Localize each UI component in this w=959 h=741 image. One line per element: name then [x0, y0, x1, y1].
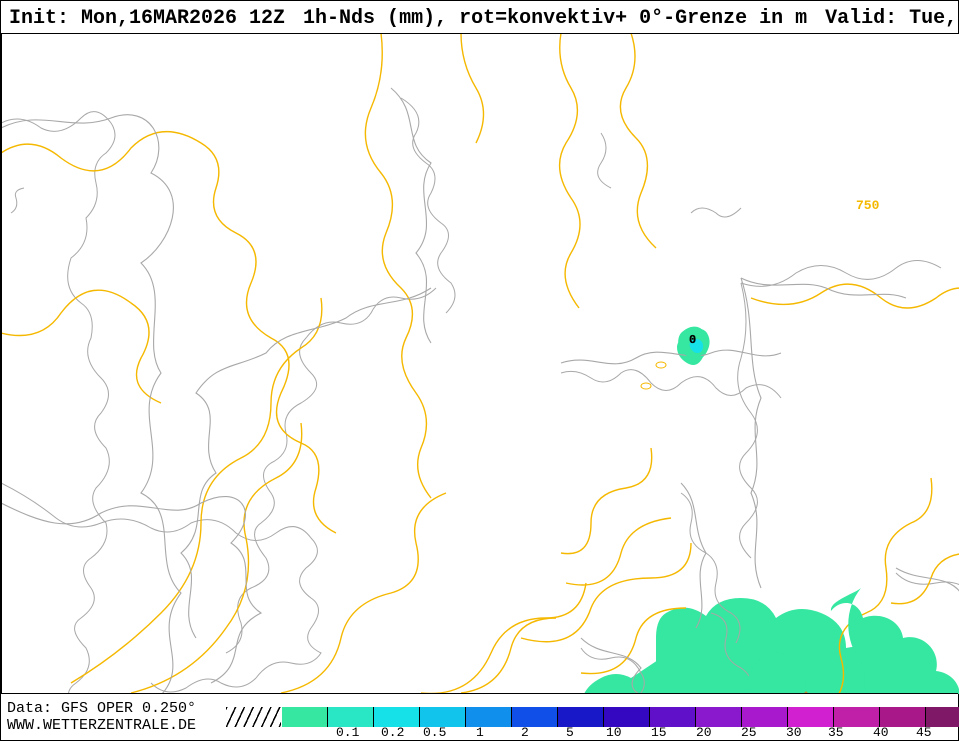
- legend-label-0.5: 0.5: [423, 725, 446, 740]
- legend-label-5: 5: [566, 725, 574, 740]
- legend-label-10: 10: [606, 725, 622, 740]
- legend-label-35: 35: [828, 725, 844, 740]
- map-header: Init: Mon,16MAR2026 12Z 1h-Nds (mm), rot…: [1, 5, 958, 31]
- legend-label-0.2: 0.2: [381, 725, 404, 740]
- legend-label-20: 20: [696, 725, 712, 740]
- legend-label-1: 1: [476, 725, 484, 740]
- weather-map-window: Init: Mon,16MAR2026 12Z 1h-Nds (mm), rot…: [0, 0, 959, 741]
- init-label: Init: Mon,16MAR2026 12Z: [9, 7, 285, 30]
- valid-label: Valid: Tue,17MAR2026 12Z: [825, 7, 959, 30]
- legend-label-40: 40: [873, 725, 889, 740]
- legend-label-25: 25: [741, 725, 757, 740]
- legend-number-labels: 0.1 0.2 0.5 1 2 5 10 15 20 25 30 35 40 4…: [1, 700, 959, 740]
- legend-label-30: 30: [786, 725, 802, 740]
- legend-label-2: 2: [521, 725, 529, 740]
- legend-label-0.1: 0.1: [336, 725, 360, 740]
- legend-label-45: 45: [916, 725, 932, 740]
- title-label: 1h-Nds (mm), rot=konvektiv+ 0°-Grenze in…: [303, 7, 807, 30]
- legend-label-15: 15: [651, 725, 667, 740]
- map-canvas[interactable]: 750 1000 1000 1250 1500 2000 2000 3000: [1, 33, 959, 695]
